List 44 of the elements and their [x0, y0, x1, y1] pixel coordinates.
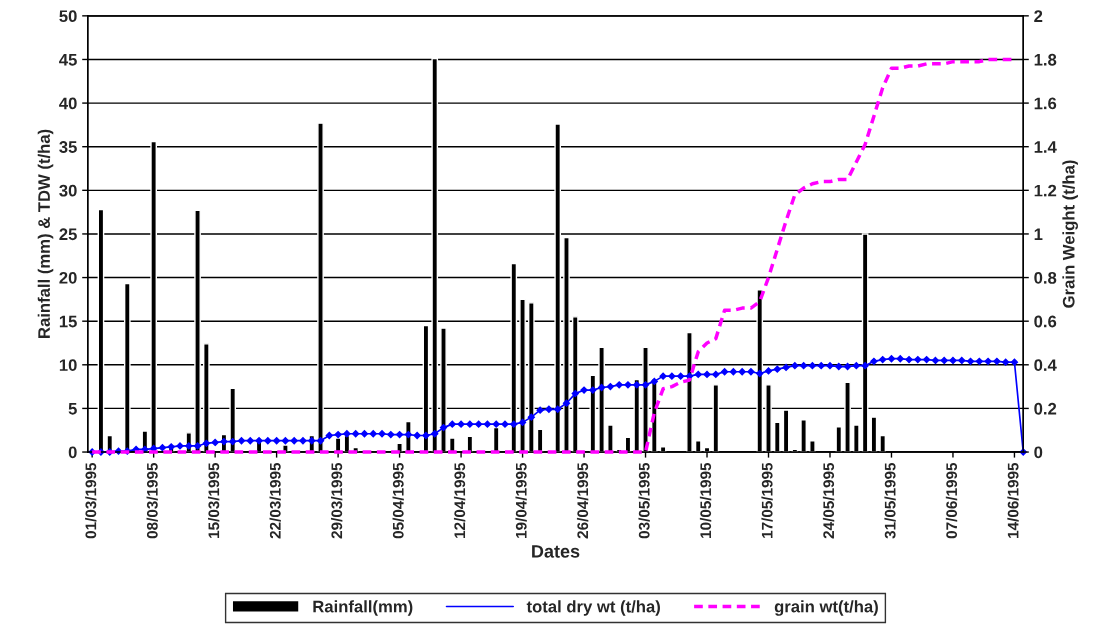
x-tick-label: 08/03/1995: [146, 462, 158, 539]
legend-label: Rainfall(mm): [313, 600, 413, 616]
y2-tick-label: 1.2: [1034, 184, 1057, 197]
y2-tick-label: 1.8: [1034, 53, 1057, 66]
y2-tick-label: 1.6: [1034, 97, 1057, 110]
y2-tick-label: 1.4: [1034, 141, 1057, 153]
x-tick-label: 01/03/1995: [85, 462, 97, 539]
y-tick-label: 5: [68, 403, 77, 415]
y2-tick-label: 1: [1034, 228, 1043, 240]
x-tick-label: 14/06/1995: [1007, 462, 1019, 538]
x-tick-label: 26/04/1995: [576, 462, 589, 539]
y-tick-label: 50: [59, 10, 77, 23]
x-axis-title: Dates: [532, 545, 580, 558]
y-tick-label: 25: [59, 228, 77, 241]
x-tick-label: 12/04/1995: [453, 462, 466, 538]
y2-axis-title: Grain Weight (t/ha): [1062, 160, 1078, 308]
y2-tick-label: 0.6: [1034, 315, 1057, 328]
x-tick-label: 05/04/1995: [392, 462, 404, 539]
legend-label: total dry wt (t/ha): [526, 600, 660, 616]
x-tick-label: 22/03/1995: [269, 462, 281, 539]
y-tick-label: 45: [59, 54, 77, 66]
x-tick-label: 03/05/1995: [638, 462, 650, 539]
y-tick-label: 35: [59, 141, 77, 153]
y2-tick-label: 2: [1034, 10, 1043, 22]
y2-tick-label: 0.2: [1034, 402, 1057, 415]
y2-tick-label: 0.8: [1034, 271, 1057, 284]
x-tick-label: 17/05/1995: [761, 462, 773, 538]
y-tick-label: 10: [59, 359, 77, 372]
y-tick-label: 20: [59, 271, 77, 284]
y-tick-label: 0: [68, 446, 77, 459]
x-tick-label: 15/03/1995: [208, 462, 220, 538]
x-tick-label: 07/06/1995: [945, 462, 958, 539]
y-tick-label: 30: [59, 184, 77, 197]
x-tick-label: 31/05/1995: [884, 462, 896, 539]
x-tick-label: 24/05/1995: [822, 462, 835, 539]
x-tick-label: 29/03/1995: [330, 462, 343, 539]
y-tick-label: 40: [59, 97, 77, 110]
x-tick-label: 10/05/1995: [699, 462, 712, 538]
x-tick-label: 19/04/1995: [515, 462, 527, 538]
y-tick-label: 15: [59, 315, 77, 328]
legend-label: grain wt(t/ha): [774, 600, 878, 616]
y2-tick-label: 0: [1034, 446, 1043, 459]
y2-tick-label: 0.4: [1034, 359, 1057, 372]
y-axis-title: Rainfall (mm) & TDW (t/ha): [37, 129, 54, 338]
